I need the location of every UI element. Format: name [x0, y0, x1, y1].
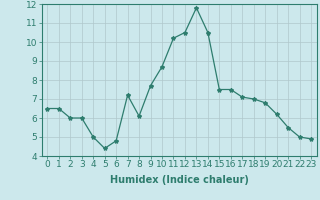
- X-axis label: Humidex (Indice chaleur): Humidex (Indice chaleur): [110, 175, 249, 185]
